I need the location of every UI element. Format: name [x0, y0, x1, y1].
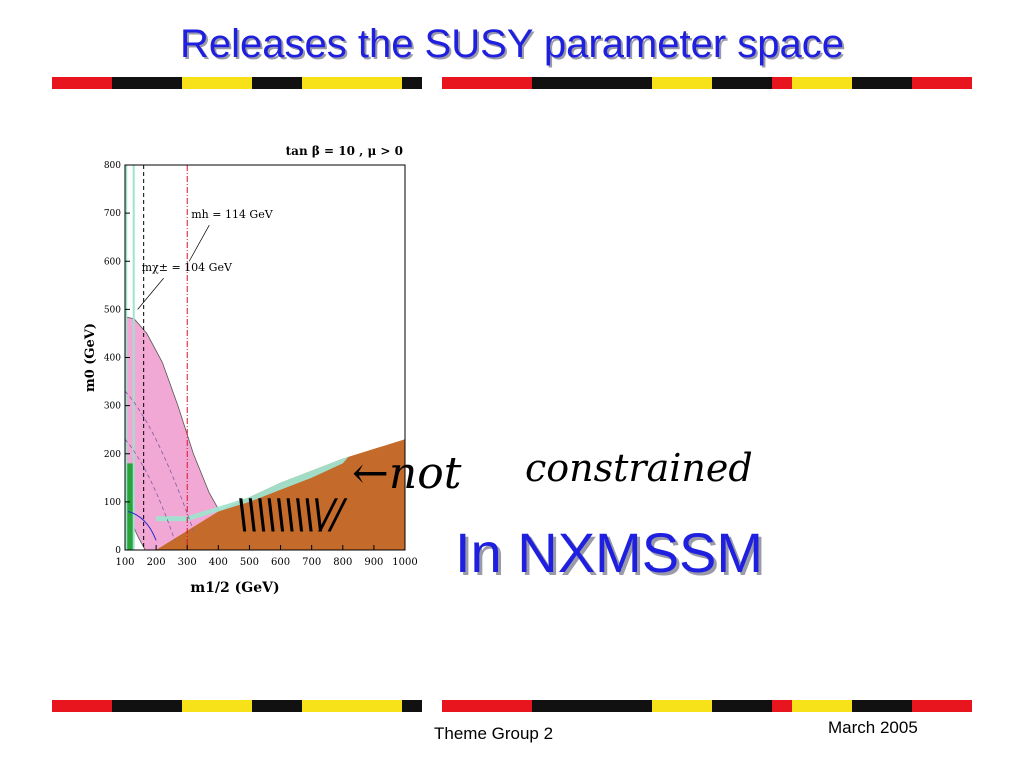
- annotation-arrow: [137, 277, 164, 310]
- stripe-black-segment: [712, 700, 772, 712]
- stripe-black-segment: [112, 77, 182, 89]
- stripe-yellow-segment: [302, 77, 402, 89]
- region-brown: [156, 439, 405, 550]
- footer-date: March 2005: [828, 718, 918, 737]
- chart-title: tan β = 10 , μ > 0: [286, 144, 403, 158]
- x-tick-label: 200: [147, 557, 166, 568]
- stripe-black-segment: [252, 700, 302, 712]
- decorative-stripe-bottom: [52, 700, 972, 712]
- stripe-yellow-segment: [182, 700, 252, 712]
- x-tick-label: 300: [178, 557, 197, 568]
- stripe-yellow-segment: [792, 700, 852, 712]
- stripe-black-segment: [112, 700, 182, 712]
- contour-curve: [124, 439, 176, 541]
- stripe-yellow-segment: [652, 700, 712, 712]
- stripe-black-segment: [532, 700, 652, 712]
- contour-curve: [127, 511, 157, 541]
- annotation-constrained: constrained: [525, 446, 753, 490]
- annotation-mchi: mχ± = 104 GeV: [142, 261, 233, 274]
- annotation-not: ←not: [352, 448, 462, 499]
- decorative-stripe-top: [52, 77, 972, 89]
- footer-theme-group: Theme Group 2: [434, 724, 554, 743]
- y-tick-label: 0: [115, 546, 121, 556]
- x-tick-label: 500: [240, 557, 259, 568]
- stripe-yellow-segment: [792, 77, 852, 89]
- y-tick-label: 200: [104, 450, 121, 460]
- y-tick-label: 400: [104, 354, 121, 364]
- region-green: [126, 463, 134, 550]
- stripe-white-segment: [422, 700, 442, 712]
- stripe-white-segment: [422, 77, 442, 89]
- slide-title: Releases the SUSY parameter space: [179, 22, 845, 66]
- stripe-black-segment: [712, 77, 772, 89]
- x-tick-label: 100: [115, 557, 134, 568]
- x-tick-label: 1000: [392, 557, 417, 568]
- stripe-yellow-segment: [652, 77, 712, 89]
- x-axis-label: m1/2 (GeV): [190, 580, 279, 596]
- stripe-yellow-segment: [302, 700, 402, 712]
- annotation-hatch: \\\\\\\\\//: [236, 492, 344, 538]
- x-tick-label: 400: [209, 557, 228, 568]
- stripe-black-segment: [532, 77, 652, 89]
- annotation-mh: mh = 114 GeV: [191, 208, 274, 221]
- stripe-black-segment: [852, 700, 912, 712]
- stripe-black-segment: [252, 77, 302, 89]
- stripe-black-segment: [402, 700, 422, 712]
- y-tick-label: 800: [104, 161, 121, 171]
- susy-parameter-chart: 100 200 300 400 500 600 700 800 900 1000 0 100 200 30…: [80, 135, 420, 620]
- y-tick-label: 100: [104, 498, 121, 508]
- annotation-arrow: [188, 224, 210, 262]
- y-tick-label: 500: [104, 305, 121, 315]
- y-tick-label: 700: [104, 209, 121, 219]
- stripe-yellow-segment: [182, 77, 252, 89]
- x-tick-label: 600: [271, 557, 290, 568]
- x-tick-label: 800: [333, 557, 352, 568]
- y-tick-label: 600: [104, 257, 121, 267]
- x-tick-label: 900: [364, 557, 383, 568]
- y-tick-label: 300: [104, 402, 121, 412]
- y-axis-label: m0 (GeV): [83, 323, 98, 392]
- stripe-black-segment: [402, 77, 422, 89]
- x-tick-label: 700: [302, 557, 321, 568]
- headline-nxmssm: In NXMSSM: [455, 521, 764, 584]
- chart-svg: 100 200 300 400 500 600 700 800 900 1000010020030…: [83, 144, 418, 596]
- stripe-black-segment: [852, 77, 912, 89]
